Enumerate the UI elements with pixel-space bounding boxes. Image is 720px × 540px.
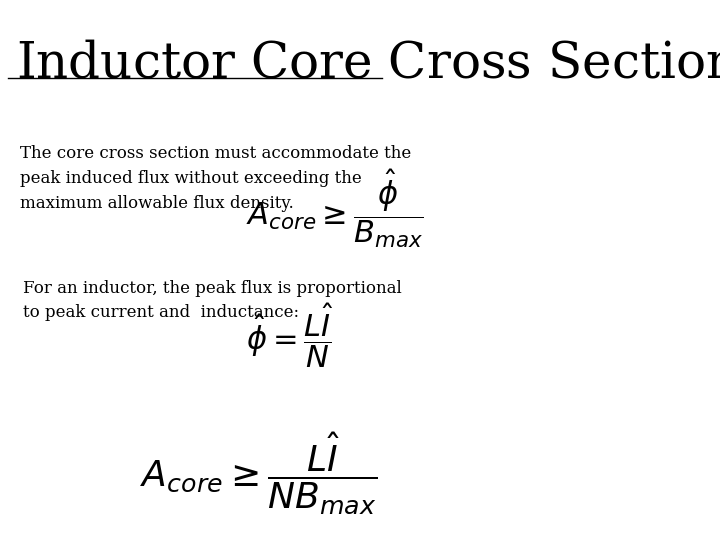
Text: Inductor Core Cross Section: $A_{core}$: Inductor Core Cross Section: $A_{core}$ bbox=[16, 38, 720, 89]
Text: $\hat{\phi} = \dfrac{L\hat{I}}{N}$: $\hat{\phi} = \dfrac{L\hat{I}}{N}$ bbox=[246, 301, 333, 370]
Text: $A_{core} \geq \dfrac{L\hat{I}}{NB_{max}}$: $A_{core} \geq \dfrac{L\hat{I}}{NB_{max}… bbox=[140, 430, 378, 516]
Text: $A_{core} \geq \dfrac{\hat{\phi}}{B_{max}}$: $A_{core} \geq \dfrac{\hat{\phi}}{B_{max… bbox=[246, 167, 423, 249]
Text: The core cross section must accommodate the
peak induced flux without exceeding : The core cross section must accommodate … bbox=[19, 145, 410, 212]
Text: For an inductor, the peak flux is proportional
to peak current and  inductance:: For an inductor, the peak flux is propor… bbox=[24, 280, 402, 321]
